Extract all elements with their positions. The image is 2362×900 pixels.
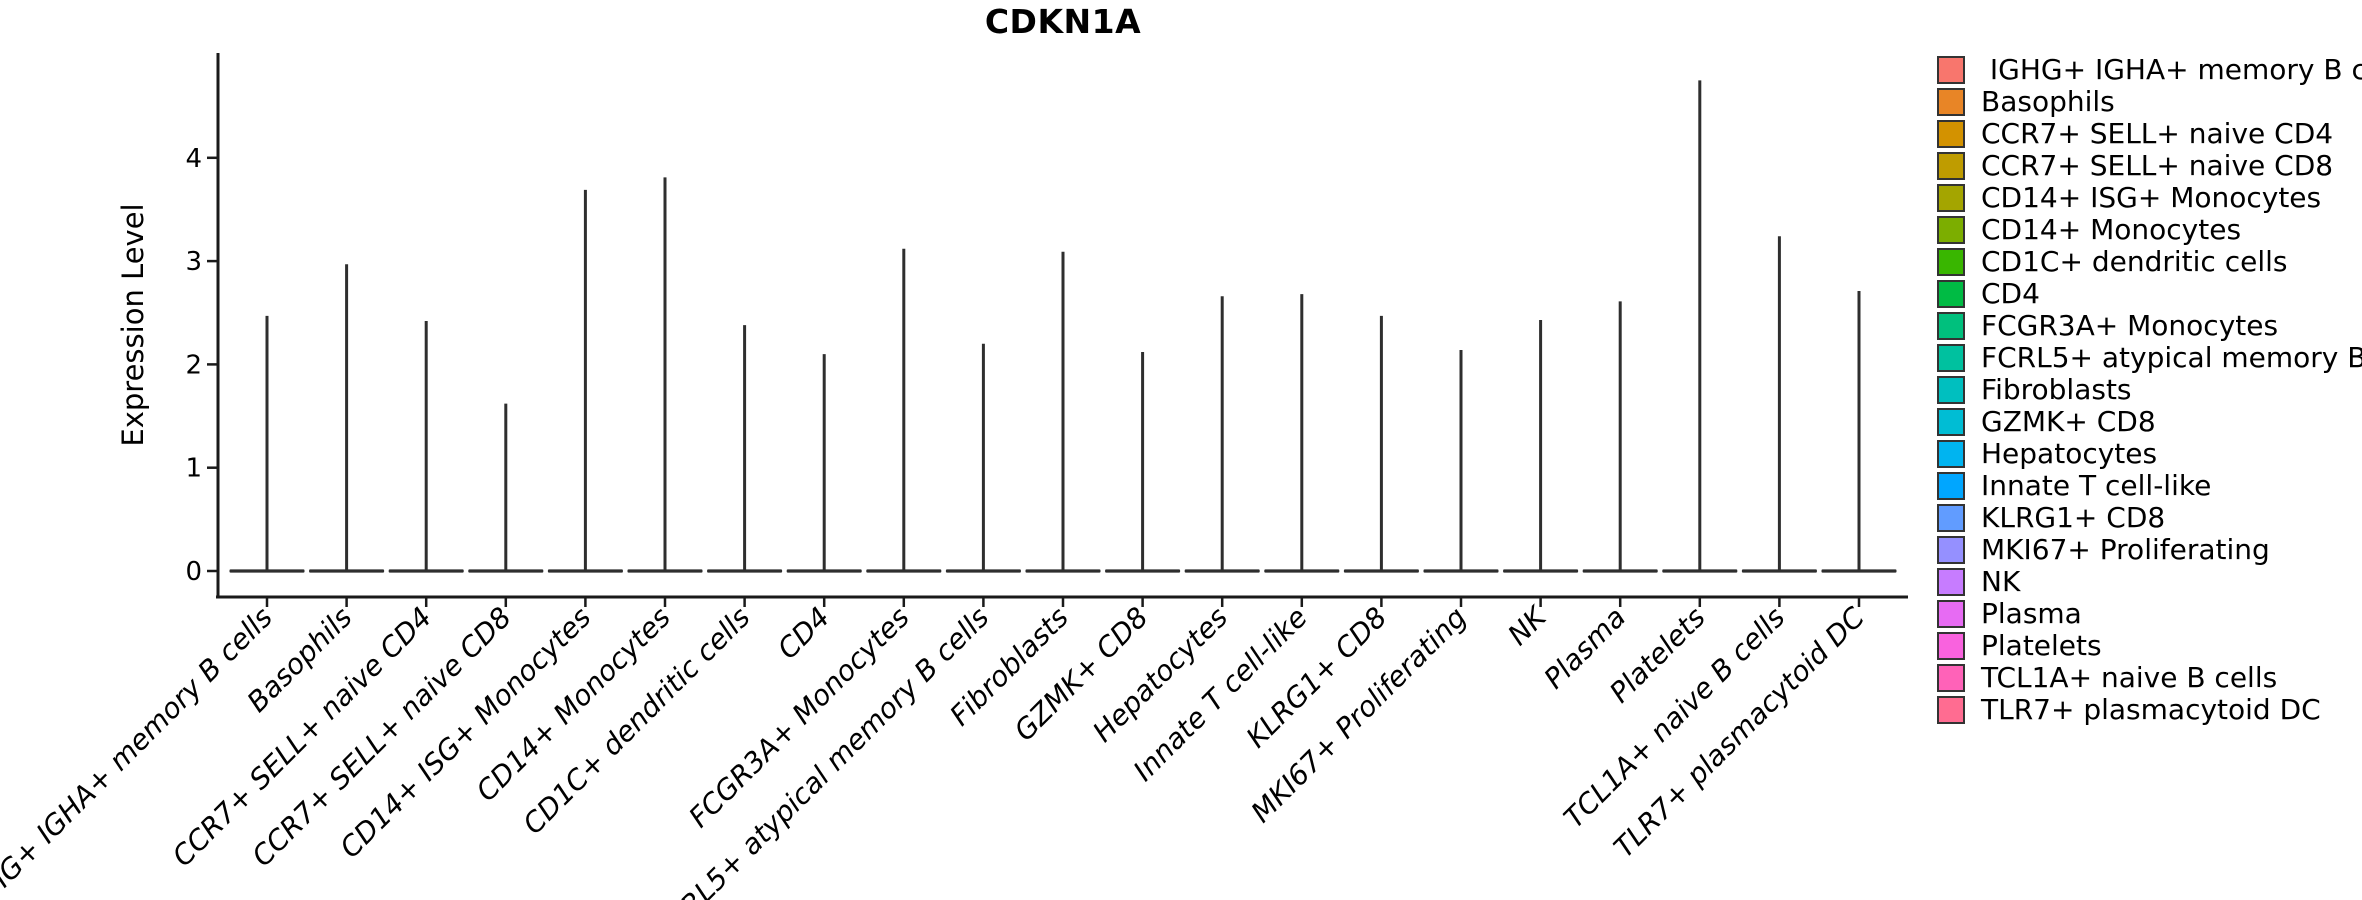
x-tick-label: CD4 [771, 601, 836, 666]
legend-label: Innate T cell-like [1981, 469, 2212, 502]
legend-swatch [1937, 56, 1965, 84]
legend-label: TCL1A+ naive B cells [1981, 661, 2278, 694]
legend-item: TCL1A+ naive B cells [1937, 662, 2362, 694]
legend-label: TLR7+ plasmacytoid DC [1981, 693, 2321, 726]
legend-swatch [1937, 600, 1965, 628]
legend-swatch [1937, 344, 1965, 372]
x-tick-label: NK [1501, 599, 1554, 652]
violin-FCGR3A-Monocytes [866, 248, 942, 573]
y-tick-label: 4 [185, 144, 202, 174]
legend-item: CD4 [1937, 278, 2362, 310]
violin-Hepatocytes [1184, 296, 1260, 573]
legend-item: Fibroblasts [1937, 374, 2362, 406]
legend-item: MKI67+ Proliferating [1937, 534, 2362, 566]
legend-swatch [1937, 312, 1965, 340]
y-tick-label: 1 [185, 454, 202, 484]
x-tick-label: KLRG1+ CD8 [1240, 601, 1394, 755]
legend-label: CD1C+ dendritic cells [1981, 245, 2288, 278]
legend-label: Fibroblasts [1981, 373, 2132, 406]
violin-CD14-Monocytes [627, 177, 703, 573]
legend-label: CD14+ ISG+ Monocytes [1981, 181, 2322, 214]
legend-swatch [1937, 184, 1965, 212]
legend-label: KLRG1+ CD8 [1981, 501, 2166, 534]
violin-KLRG1-CD8 [1343, 315, 1419, 573]
legend-swatch [1937, 248, 1965, 276]
violin-CCR7-SELL-naive-CD4 [388, 321, 464, 573]
legend-label: Plasma [1981, 597, 2082, 630]
violin-Fibroblasts [1025, 251, 1101, 573]
legend-item: IGHG+ IGHA+ memory B cells [1937, 54, 2362, 86]
y-tick-label: 3 [185, 247, 202, 277]
legend-swatch [1937, 408, 1965, 436]
legend-item: CCR7+ SELL+ naive CD4 [1937, 118, 2362, 150]
legend-item: FCRL5+ atypical memory B cells [1937, 342, 2362, 374]
violin-CD4 [786, 354, 862, 573]
legend-item: Innate T cell-like [1937, 470, 2362, 502]
violin-CD1C-dendritic-cells [707, 325, 783, 573]
legend-swatch [1937, 664, 1965, 692]
violin-FCRL5-atypical-memory-B-cells [945, 343, 1021, 573]
legend-swatch [1937, 440, 1965, 468]
legend-label: FCRL5+ atypical memory B cells [1981, 341, 2362, 374]
legend-swatch [1937, 152, 1965, 180]
violin-Innate-T-cell-like [1264, 294, 1340, 573]
legend-swatch [1937, 88, 1965, 116]
legend-label: NK [1981, 565, 2021, 598]
violin-TLR7-plasmacytoid-DC [1821, 291, 1897, 573]
legend-item: CD1C+ dendritic cells [1937, 246, 2362, 278]
violin-GZMK-CD8 [1105, 352, 1181, 573]
violin-IGHG-IGHA-memory-B-cells [229, 315, 305, 573]
legend-swatch [1937, 472, 1965, 500]
legend-item: KLRG1+ CD8 [1937, 502, 2362, 534]
legend-swatch [1937, 536, 1965, 564]
y-tick-label: 2 [185, 350, 202, 380]
legend-item: CD14+ Monocytes [1937, 214, 2362, 246]
legend-label: Hepatocytes [1981, 437, 2158, 470]
chart-title: CDKN1A [984, 2, 1142, 41]
legend-swatch [1937, 568, 1965, 596]
x-tick-label: IGHG+ IGHA+ memory B cells [0, 601, 279, 900]
legend-label: IGHG+ IGHA+ memory B cells [1989, 53, 2362, 86]
legend-label: FCGR3A+ Monocytes [1981, 309, 2279, 342]
violin-NK [1503, 319, 1579, 573]
legend-item: Platelets [1937, 630, 2362, 662]
legend-label: CD4 [1981, 277, 2040, 310]
legend-item: CCR7+ SELL+ naive CD8 [1937, 150, 2362, 182]
legend-swatch [1937, 120, 1965, 148]
legend-swatch [1937, 280, 1965, 308]
violin-CCR7-SELL-naive-CD8 [468, 403, 544, 573]
violin-Basophils [309, 264, 385, 573]
legend-item: Hepatocytes [1937, 438, 2362, 470]
legend: IGHG+ IGHA+ memory B cellsBasophilsCCR7+… [1937, 54, 2362, 726]
violin-Platelets [1662, 80, 1738, 573]
legend-swatch [1937, 376, 1965, 404]
legend-label: CCR7+ SELL+ naive CD8 [1981, 149, 2334, 182]
legend-item: TLR7+ plasmacytoid DC [1937, 694, 2362, 726]
legend-item: CD14+ ISG+ Monocytes [1937, 182, 2362, 214]
violin-Plasma [1582, 301, 1658, 573]
violin-TCL1A-naive-B-cells [1741, 236, 1817, 573]
legend-item: Plasma [1937, 598, 2362, 630]
legend-swatch [1937, 696, 1965, 724]
legend-item: FCGR3A+ Monocytes [1937, 310, 2362, 342]
legend-label: Basophils [1981, 85, 2115, 118]
legend-swatch [1937, 504, 1965, 532]
violin-CD14-ISG-Monocytes [547, 189, 623, 573]
legend-item: GZMK+ CD8 [1937, 406, 2362, 438]
legend-item: NK [1937, 566, 2362, 598]
legend-item: Basophils [1937, 86, 2362, 118]
legend-label: Platelets [1981, 629, 2102, 662]
legend-swatch [1937, 632, 1965, 660]
legend-label: CCR7+ SELL+ naive CD4 [1981, 117, 2334, 150]
legend-swatch [1937, 216, 1965, 244]
legend-label: CD14+ Monocytes [1981, 213, 2242, 246]
y-tick-label: 0 [185, 557, 202, 587]
violin-MKI67-Proliferating [1423, 349, 1499, 573]
legend-label: GZMK+ CD8 [1981, 405, 2156, 438]
legend-label: MKI67+ Proliferating [1981, 533, 2270, 566]
